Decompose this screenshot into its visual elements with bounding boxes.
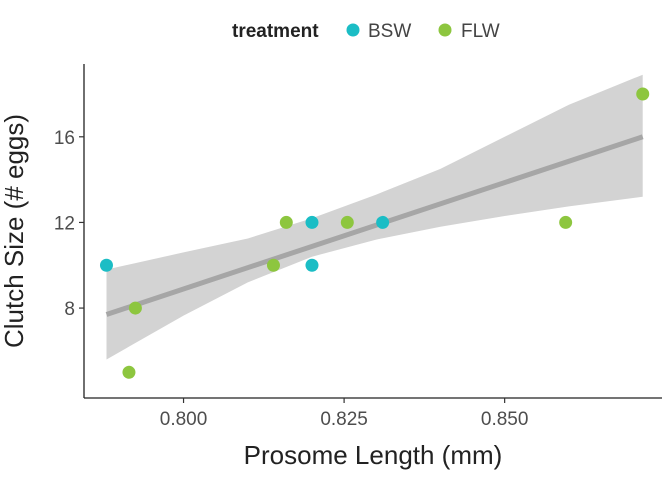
legend-title: treatment (232, 21, 319, 42)
point-bsw-4 (376, 215, 390, 229)
point-flw-2 (128, 301, 142, 315)
x-axis-title: Prosome Length (mm) (244, 440, 503, 470)
legend-label-flw: FLW (461, 21, 500, 42)
plot-panel (99, 74, 650, 379)
y-tick-label: 8 (64, 299, 75, 320)
x-tick-label: 0.825 (320, 409, 368, 430)
x-tick-label: 0.850 (481, 409, 529, 430)
axes: 8 12 16 0.800 0.825 0.850 (54, 64, 662, 430)
trend-line (105, 134, 644, 317)
y-tick-label: 16 (54, 128, 75, 149)
point-flw-3 (266, 258, 280, 272)
y-axis-title: Clutch Size (# eggs) (0, 114, 29, 348)
point-flw-6 (559, 215, 573, 229)
y-axis-ticks: 8 12 16 (54, 128, 84, 320)
confidence-ribbon (106, 74, 643, 360)
y-tick-label: 12 (54, 213, 75, 234)
point-bsw-1 (99, 258, 113, 272)
point-flw-1 (122, 365, 136, 379)
legend-key-bsw (346, 23, 360, 37)
legend-label-bsw: BSW (368, 21, 411, 42)
legend: treatment BSW FLW (232, 21, 500, 42)
point-bsw-2 (305, 215, 319, 229)
legend-key-flw (438, 23, 452, 37)
x-axis-ticks: 0.800 0.825 0.850 (160, 398, 529, 430)
point-flw-4 (279, 215, 293, 229)
data-points (99, 87, 650, 379)
point-bsw-3 (305, 258, 319, 272)
x-tick-label: 0.800 (160, 409, 208, 430)
point-flw-5 (340, 215, 354, 229)
point-flw-7 (636, 87, 650, 101)
